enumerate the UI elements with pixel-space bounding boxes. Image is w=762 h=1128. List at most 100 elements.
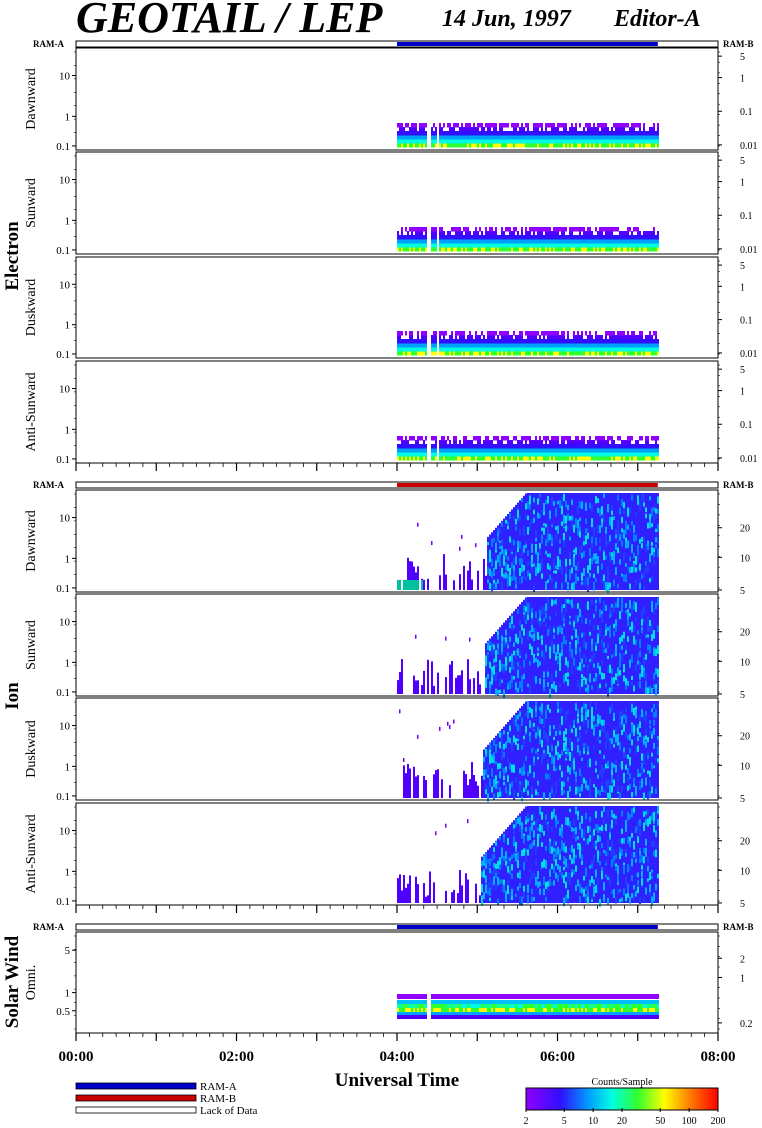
- panel-label: Omni.: [24, 965, 39, 1000]
- left-tick-label: 10: [59, 513, 71, 525]
- panel-label: Duskward: [24, 279, 39, 337]
- left-tick-label: 10: [59, 71, 71, 83]
- panel-frame: [75, 489, 719, 593]
- panel-label: Sunward: [24, 620, 39, 670]
- panel-label: Dawnward: [24, 510, 39, 571]
- right-tick-label: 0.01: [740, 141, 758, 152]
- mode-label-right: RAM-B: [723, 922, 754, 932]
- colorbar-tick-label: 20: [617, 1116, 627, 1127]
- mode-label-left: RAM-A: [33, 480, 64, 490]
- right-tick-label: 5: [740, 365, 745, 376]
- panel-label: Duskward: [24, 720, 39, 778]
- x-tick-label: 02:00: [219, 1049, 254, 1065]
- left-tick-label: 0.1: [56, 141, 70, 153]
- legend-label: Lack of Data: [200, 1105, 258, 1117]
- left-tick-label: 0.1: [56, 454, 70, 466]
- panel-label: Anti-Sunward: [24, 372, 39, 451]
- left-tick-label: 1: [65, 320, 71, 332]
- right-tick-label: 10: [740, 761, 750, 772]
- left-tick-label: 10: [59, 826, 71, 838]
- right-tick-label: 0.2: [740, 1019, 753, 1030]
- left-tick-label: 5: [65, 945, 71, 957]
- legend-label: RAM-B: [200, 1093, 236, 1105]
- left-tick-label: 1: [65, 215, 71, 227]
- plot-editor: Editor-A: [613, 6, 701, 32]
- panel-ion-dawnward: Dawnward 10 1 0.1 20 10 5: [24, 489, 750, 597]
- panel-frame: [75, 151, 719, 255]
- colorbar-ticks: 2 5 10 20 50 100 200: [524, 1108, 726, 1127]
- right-tick-label: 0.01: [740, 245, 758, 256]
- right-tick-label: 0.1: [740, 211, 753, 222]
- legend-swatch: [75, 1106, 197, 1114]
- panel-solar-wind-omni: Omni. 5 1 0.5 2 1 0.2: [24, 931, 753, 1034]
- panel-frame: [75, 47, 719, 151]
- panel-heatmap: [397, 806, 659, 907]
- panel-heatmap: [397, 123, 659, 148]
- x-axis-label: Universal Time: [335, 1070, 459, 1091]
- right-tick-label: 5: [740, 261, 745, 272]
- left-tick-label: 1: [65, 866, 71, 878]
- colorbar-tick-label: 100: [682, 1116, 697, 1127]
- mode-bar-fill: [397, 925, 658, 929]
- right-tick-label: 20: [740, 837, 750, 848]
- left-tick-label: 0.1: [56, 349, 70, 361]
- panel-groups: RAM-A RAM-B Electron Dawnward 10 1 0.1 5 1 0.1 0.0…: [2, 39, 758, 1041]
- left-tick-label: 1: [65, 761, 71, 773]
- left-tick-label: 10: [59, 279, 71, 291]
- legend-swatch: [75, 1082, 197, 1090]
- group-electron: RAM-A RAM-B Electron Dawnward 10 1 0.1 5 1 0.1 0.0…: [2, 39, 758, 471]
- colorbar-tick-label: 50: [655, 1116, 665, 1127]
- right-tick-label: 5: [740, 156, 745, 167]
- right-tick-label: 10: [740, 553, 750, 564]
- group-solar-wind: RAM-A RAM-B Solar Wind Omni. 5 1 0.5 2 1 0.2: [2, 922, 754, 1041]
- panel-ion-anti-sunward: Anti-Sunward 10 1 0.1 20 10 5: [24, 802, 750, 910]
- panel-heatmap: [399, 701, 659, 802]
- legend-label: RAM-A: [200, 1081, 237, 1093]
- right-tick-label: 0.1: [740, 107, 753, 118]
- panel-heatmap: [397, 436, 659, 461]
- left-tick-label: 0.1: [56, 896, 70, 908]
- plot-date: 14 Jun, 1997: [442, 6, 572, 32]
- left-tick-label: 1: [65, 424, 71, 436]
- colorbar-gradient: [525, 1087, 719, 1111]
- left-tick-label: 0.5: [56, 1006, 70, 1018]
- right-tick-label: 5: [740, 586, 745, 597]
- left-tick-label: 1: [65, 988, 71, 1000]
- left-tick-label: 10: [59, 175, 71, 187]
- right-tick-label: 1: [740, 282, 745, 293]
- panel-frame: [75, 256, 719, 359]
- left-tick-label: 0.1: [56, 245, 70, 257]
- mode-label-left: RAM-A: [33, 922, 64, 932]
- panel-label: Dawnward: [24, 68, 39, 129]
- right-tick-label: 0.01: [740, 349, 758, 360]
- x-tick-label: 00:00: [59, 1049, 94, 1065]
- right-tick-label: 0.01: [740, 454, 758, 465]
- right-tick-label: 0.1: [740, 420, 753, 431]
- colorbar-title: Counts/Sample: [591, 1077, 653, 1088]
- panel-electron-sunward: Sunward 10 1 0.1 5 1 0.1 0.01: [24, 151, 758, 257]
- right-tick-label: 20: [740, 524, 750, 535]
- left-tick-label: 0.1: [56, 687, 70, 699]
- panel-heatmap: [397, 994, 659, 1019]
- panel-heatmap: [397, 493, 659, 594]
- plot-title: GEOTAIL / LEP: [76, 0, 384, 42]
- left-tick-label: 10: [59, 617, 71, 629]
- panel-electron-dawnward: Dawnward 10 1 0.1 5 1 0.1 0.01: [24, 47, 758, 153]
- right-tick-label: 10: [740, 866, 750, 877]
- group-label: Solar Wind: [2, 935, 23, 1028]
- panel-frame: [75, 697, 719, 801]
- right-tick-label: 5: [740, 899, 745, 910]
- mode-bar-fill: [397, 42, 658, 46]
- panel-label: Sunward: [24, 178, 39, 228]
- colorbar-tick-label: 2: [524, 1116, 529, 1127]
- left-tick-label: 1: [65, 657, 71, 669]
- right-tick-label: 20: [740, 732, 750, 743]
- group-label: Ion: [2, 682, 23, 710]
- left-tick-label: 10: [59, 721, 71, 733]
- colorbar-tick-label: 200: [711, 1116, 726, 1127]
- right-tick-label: 10: [740, 657, 750, 668]
- panel-electron-duskward: Duskward 10 1 0.1 5 1 0.1 0.01: [24, 256, 758, 361]
- left-tick-label: 0.1: [56, 791, 70, 803]
- right-tick-label: 2: [740, 954, 745, 965]
